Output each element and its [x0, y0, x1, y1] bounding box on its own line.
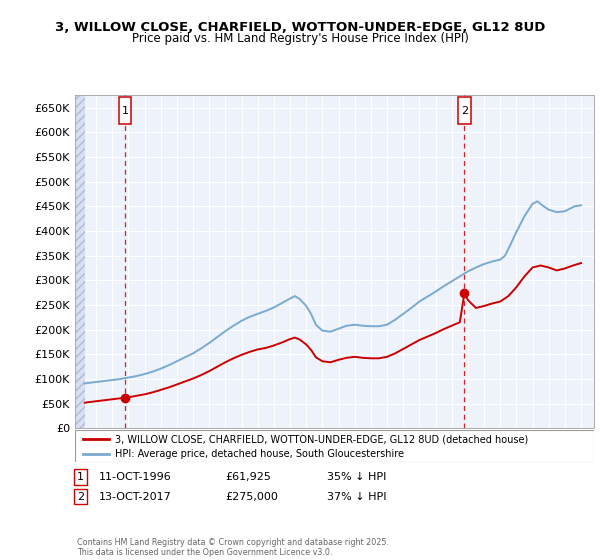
Text: Contains HM Land Registry data © Crown copyright and database right 2025.
This d: Contains HM Land Registry data © Crown c…	[77, 538, 389, 557]
Text: 3, WILLOW CLOSE, CHARFIELD, WOTTON-UNDER-EDGE, GL12 8UD: 3, WILLOW CLOSE, CHARFIELD, WOTTON-UNDER…	[55, 21, 545, 34]
FancyBboxPatch shape	[119, 97, 131, 124]
Text: Price paid vs. HM Land Registry's House Price Index (HPI): Price paid vs. HM Land Registry's House …	[131, 32, 469, 45]
Text: HPI: Average price, detached house, South Gloucestershire: HPI: Average price, detached house, Sout…	[115, 449, 404, 459]
FancyBboxPatch shape	[458, 97, 470, 124]
Text: 11-OCT-1996: 11-OCT-1996	[99, 472, 172, 482]
Text: 2: 2	[461, 105, 468, 115]
Text: 3, WILLOW CLOSE, CHARFIELD, WOTTON-UNDER-EDGE, GL12 8UD (detached house): 3, WILLOW CLOSE, CHARFIELD, WOTTON-UNDER…	[115, 434, 529, 444]
Bar	[75, 95, 85, 428]
Text: £275,000: £275,000	[225, 492, 278, 502]
Text: 2: 2	[77, 492, 84, 502]
Text: 1: 1	[77, 472, 84, 482]
Text: 13-OCT-2017: 13-OCT-2017	[99, 492, 172, 502]
Text: £61,925: £61,925	[225, 472, 271, 482]
Text: 37% ↓ HPI: 37% ↓ HPI	[327, 492, 386, 502]
Text: 1: 1	[121, 105, 128, 115]
FancyBboxPatch shape	[75, 430, 594, 462]
Text: 35% ↓ HPI: 35% ↓ HPI	[327, 472, 386, 482]
